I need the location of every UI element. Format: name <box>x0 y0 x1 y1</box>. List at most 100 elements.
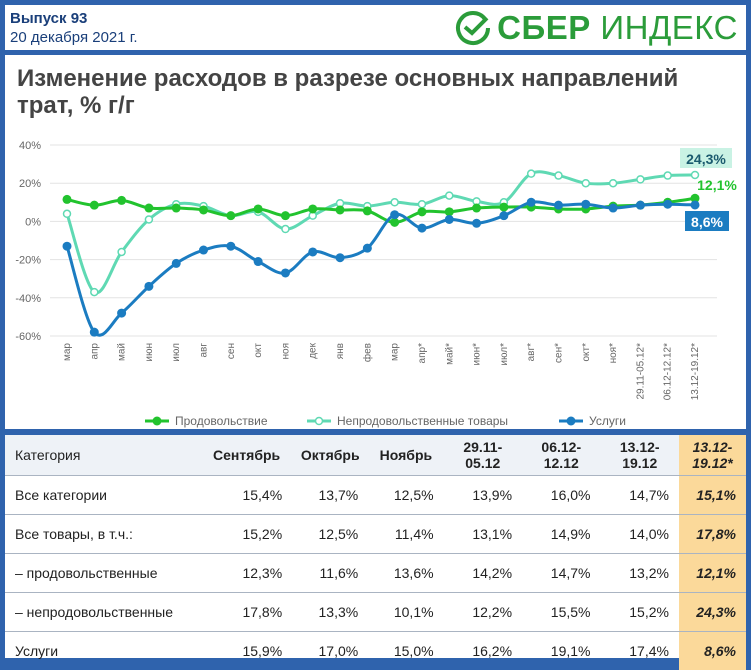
x-tick-label: ноя* <box>608 343 619 363</box>
table-cell: 16,2% <box>444 632 522 670</box>
end-label-nonfood: 24,3% <box>686 151 726 167</box>
data-point <box>281 211 290 220</box>
data-point <box>144 282 153 291</box>
row-category: – непродовольственные <box>5 593 201 632</box>
table-cell: 11,4% <box>368 515 443 554</box>
data-point <box>90 201 99 210</box>
x-tick-label: 29.11-05.12* <box>635 343 646 400</box>
data-point <box>637 176 644 183</box>
x-tick-label: сен* <box>553 343 564 363</box>
x-tick-label: июл* <box>499 343 510 366</box>
x-tick-label: 13.12-19.12* <box>690 343 701 400</box>
data-point <box>90 328 99 337</box>
table-cell: 17,4% <box>601 632 679 670</box>
issue-date: 20 декабря 2021 г. <box>10 29 138 46</box>
x-tick-label: май* <box>444 343 455 365</box>
table-cell: 17,8% <box>201 593 292 632</box>
column-header: 13.12-19.12 <box>601 435 679 476</box>
data-point <box>91 289 98 296</box>
sber-logo-icon <box>455 10 491 46</box>
table-cell: 16,0% <box>522 476 600 515</box>
table-cell: 19,1% <box>522 632 600 670</box>
column-header: 06.12-12.12 <box>522 435 600 476</box>
x-tick-label: янв <box>335 343 346 359</box>
data-point <box>527 198 536 207</box>
data-point <box>63 195 72 204</box>
table-cell: 12,1% <box>679 554 746 593</box>
legend-swatch-marker <box>153 417 162 426</box>
data-point <box>118 248 125 255</box>
data-point <box>691 200 700 209</box>
table-cell: 14,7% <box>522 554 600 593</box>
y-tick-label: -20% <box>15 255 41 267</box>
table-cell: 15,2% <box>601 593 679 632</box>
table-cell: 13,3% <box>292 593 368 632</box>
y-tick-label: -60% <box>15 331 41 343</box>
data-point <box>308 247 317 256</box>
x-tick-label: фев <box>361 343 373 362</box>
data-point <box>636 201 645 210</box>
x-tick-label: мар <box>390 343 401 361</box>
y-tick-label: 20% <box>19 178 41 190</box>
header-panel: Выпуск 93 20 декабря 2021 г. СБЕР ИНДЕКС <box>5 5 746 50</box>
data-point <box>282 226 289 233</box>
table-cell: 10,1% <box>368 593 443 632</box>
data-point <box>199 205 208 214</box>
brand-name: СБЕР ИНДЕКС <box>497 9 738 47</box>
row-category: Все категории <box>5 476 201 515</box>
data-point <box>363 244 372 253</box>
y-tick-label: 0% <box>25 216 41 228</box>
end-label-services: 8,6% <box>691 214 723 230</box>
table-cell: 15,9% <box>201 632 292 670</box>
column-header: Октябрь <box>292 435 368 476</box>
column-header: 13.12-19.12* <box>679 435 746 476</box>
data-point <box>281 268 290 277</box>
table-cell: 13,9% <box>444 476 522 515</box>
table-cell: 15,1% <box>679 476 746 515</box>
table-cell: 12,5% <box>368 476 443 515</box>
data-point <box>199 246 208 255</box>
issue-number: Выпуск 93 <box>10 10 87 27</box>
legend-label: Услуги <box>589 414 626 428</box>
legend-label: Непродовольственные товары <box>337 414 508 428</box>
data-point <box>609 204 618 213</box>
data-point <box>308 204 317 213</box>
x-tick-label: сен <box>226 343 237 359</box>
data-point <box>254 204 263 213</box>
table-cell: 8,6% <box>679 632 746 670</box>
data-point <box>417 224 426 233</box>
data-point <box>336 205 345 214</box>
data-point <box>391 199 398 206</box>
data-point <box>226 211 235 220</box>
x-tick-label: апр <box>89 343 100 360</box>
x-tick-label: май <box>117 343 128 361</box>
end-label-food: 12,1% <box>697 177 737 193</box>
x-tick-label: авг* <box>526 343 537 362</box>
row-category: – продовольственные <box>5 554 201 593</box>
x-tick-label: окт* <box>581 343 592 362</box>
data-point <box>363 206 372 215</box>
data-point <box>63 242 72 251</box>
data-point <box>172 259 181 268</box>
data-point <box>663 200 672 209</box>
data-point <box>117 309 126 318</box>
x-tick-label: июл <box>171 343 182 362</box>
data-point <box>144 204 153 213</box>
x-tick-label: дек <box>308 342 319 358</box>
table-cell: 14,0% <box>601 515 679 554</box>
y-tick-label: 40% <box>19 140 41 152</box>
data-point <box>226 242 235 251</box>
table-cell: 15,4% <box>201 476 292 515</box>
table-cell: 17,8% <box>679 515 746 554</box>
x-tick-label: ноя <box>280 343 291 360</box>
data-point <box>582 180 589 187</box>
x-tick-label: окт <box>253 343 264 358</box>
data-point <box>445 215 454 224</box>
column-header: Сентябрь <box>201 435 292 476</box>
table-cell: 15,2% <box>201 515 292 554</box>
